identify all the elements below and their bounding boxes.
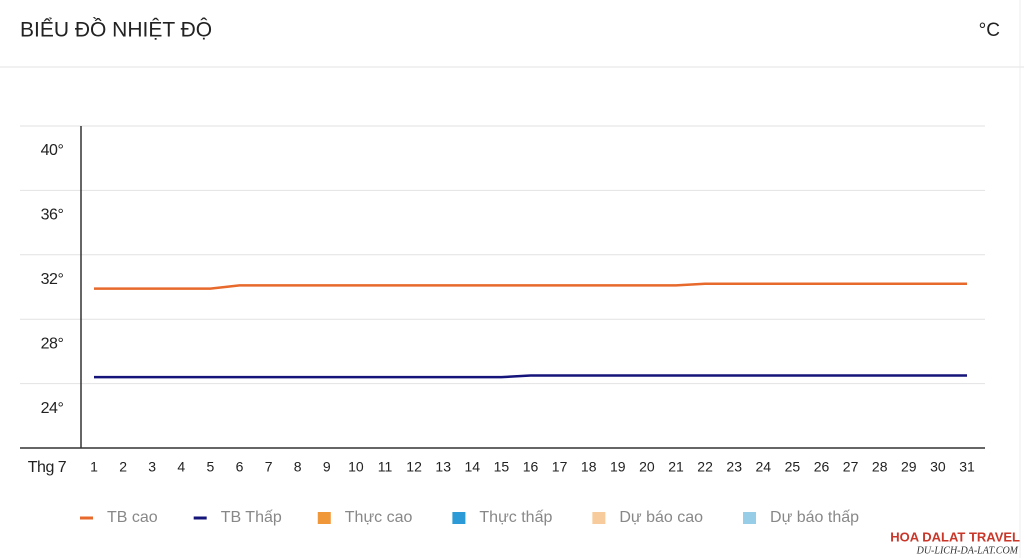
watermark-subtitle: DU-LICH-DA-LAT.COM <box>916 545 1019 556</box>
legend-swatch <box>452 512 466 524</box>
x-tick-label: 28 <box>872 459 888 475</box>
x-tick-label: 7 <box>265 459 273 475</box>
x-tick-label: 17 <box>552 459 568 475</box>
x-tick-label: 30 <box>930 459 946 475</box>
chart-title: BIỂU ĐỒ NHIỆT ĐỘ <box>20 18 212 42</box>
watermark-title: HOA DALAT TRAVEL <box>890 529 1020 544</box>
x-tick-label: 20 <box>639 459 655 475</box>
legend-label: Thực cao <box>345 509 413 526</box>
y-tick-label: 40° <box>41 142 64 159</box>
x-tick-label: 11 <box>378 459 393 475</box>
x-tick-label: 31 <box>959 459 975 475</box>
legend-label: Dự báo cao <box>619 509 703 526</box>
x-tick-label: 10 <box>348 459 364 475</box>
legend-label: Thực thấp <box>479 509 552 526</box>
x-tick-label: 16 <box>523 459 539 475</box>
x-tick-label: 25 <box>785 459 801 475</box>
x-tick-label: 4 <box>177 459 185 475</box>
x-tick-label: 24 <box>756 459 772 475</box>
y-tick-label: 24° <box>41 400 64 417</box>
x-tick-label: 1 <box>90 459 98 475</box>
x-tick-label: 3 <box>148 459 156 475</box>
x-tick-label: 13 <box>435 459 451 475</box>
x-tick-label: 2 <box>119 459 127 475</box>
x-tick-label: 14 <box>465 459 481 475</box>
x-tick-label: 22 <box>697 459 713 475</box>
x-tick-label: 9 <box>323 459 331 475</box>
legend-label: Dự báo thấp <box>770 509 859 526</box>
x-tick-label: 6 <box>236 459 244 475</box>
series-line <box>94 282 967 290</box>
legend-swatch <box>592 512 606 524</box>
x-tick-label: 5 <box>207 459 215 475</box>
x-axis-label: Thg 7 <box>28 459 67 476</box>
legend-swatch <box>317 512 331 524</box>
x-tick-label: 27 <box>843 459 859 475</box>
x-tick-label: 8 <box>294 459 302 475</box>
y-tick-label: 28° <box>41 335 64 352</box>
legend-swatch <box>743 512 757 524</box>
x-tick-label: 23 <box>726 459 742 475</box>
legend-label: TB Thấp <box>221 509 282 526</box>
series-line <box>94 374 967 379</box>
x-tick-label: 26 <box>814 459 830 475</box>
x-tick-label: 21 <box>668 459 684 475</box>
legend-label: TB cao <box>107 509 158 526</box>
x-tick-label: 15 <box>494 459 510 475</box>
y-tick-label: 36° <box>41 207 64 224</box>
x-tick-label: 29 <box>901 459 917 475</box>
x-tick-label: 18 <box>581 459 597 475</box>
y-tick-label: 32° <box>41 271 64 288</box>
x-tick-label: 12 <box>406 459 422 475</box>
unit-label: °C <box>979 20 1000 41</box>
x-tick-label: 19 <box>610 459 626 475</box>
